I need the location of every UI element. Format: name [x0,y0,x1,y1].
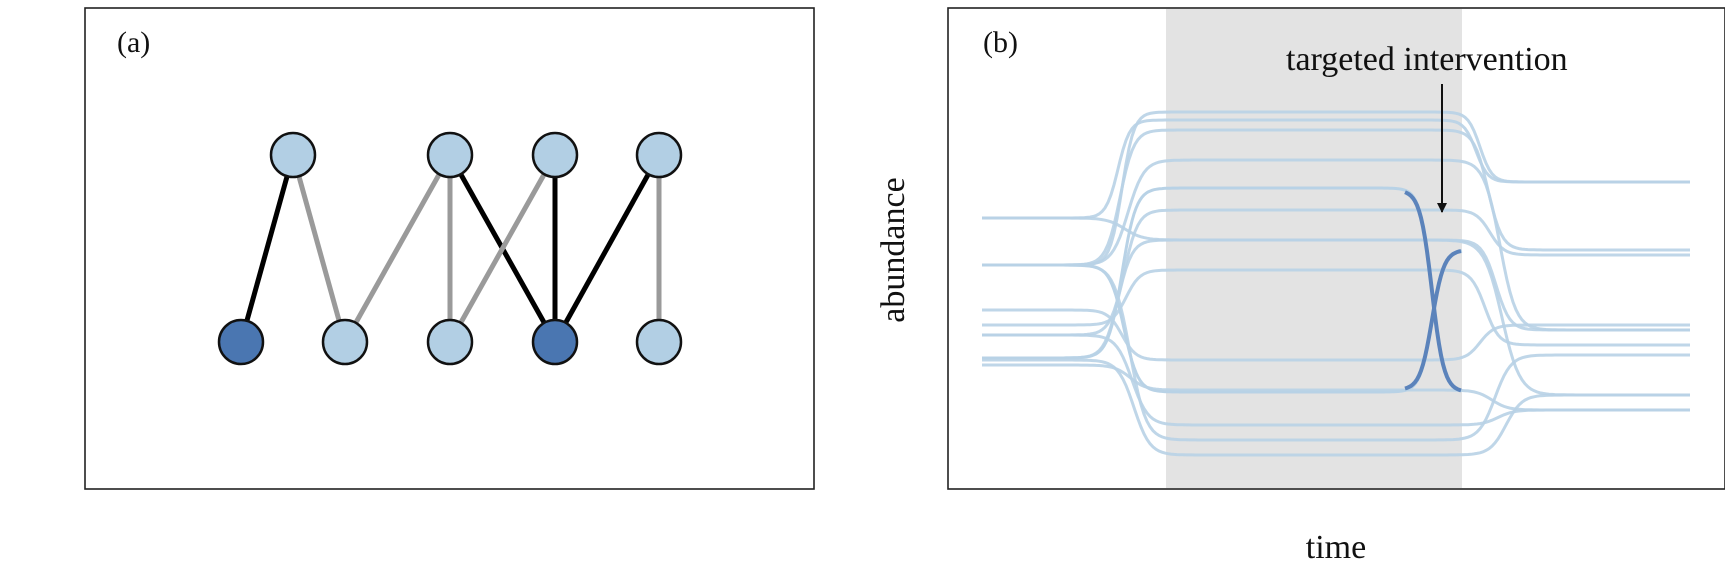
trajectory-5 [982,118,1690,220]
node-top4 [635,131,683,179]
annotation-text: targeted intervention [1286,41,1568,78]
node-bottom3 [426,318,474,366]
edge-top1-bottom2 [290,154,348,343]
node-bottom4 [531,318,579,366]
edge-top3-bottom3 [447,153,558,344]
edge-top1-bottom1 [238,154,296,343]
panel-b: (b) targeted intervention time abundance [875,7,1725,566]
node-bottom2 [321,318,369,366]
panel-a: (a) [84,7,815,490]
node-bottom5 [635,318,683,366]
network-nodes [217,131,683,366]
trajectory-pre-high [982,186,1463,393]
intervened-trajectory-down [1404,190,1462,393]
intervened-trajectory-up [1404,249,1462,391]
intervention-window [1166,9,1462,488]
edge-top4-bottom4 [552,153,662,344]
trajectory-9 [982,268,1690,347]
node-bottom1 [217,318,265,366]
panel-a-label: (a) [117,26,150,59]
trajectory-10 [982,308,1690,362]
trajectory-11 [982,358,1690,457]
trajectory-2 [982,128,1690,267]
node-top3 [531,131,579,179]
trajectory-12 [982,363,1690,412]
edge-top2-bottom2 [342,153,453,344]
panel-b-label: (b) [983,26,1018,59]
network-edges [238,153,662,344]
x-axis-label: time [1306,529,1366,566]
trajectory-pre-low [982,249,1463,394]
trajectory-7 [982,208,1690,337]
y-axis-label: abundance [875,177,912,322]
node-top2 [426,131,474,179]
node-top1 [269,131,317,179]
trajectories [982,110,1690,457]
